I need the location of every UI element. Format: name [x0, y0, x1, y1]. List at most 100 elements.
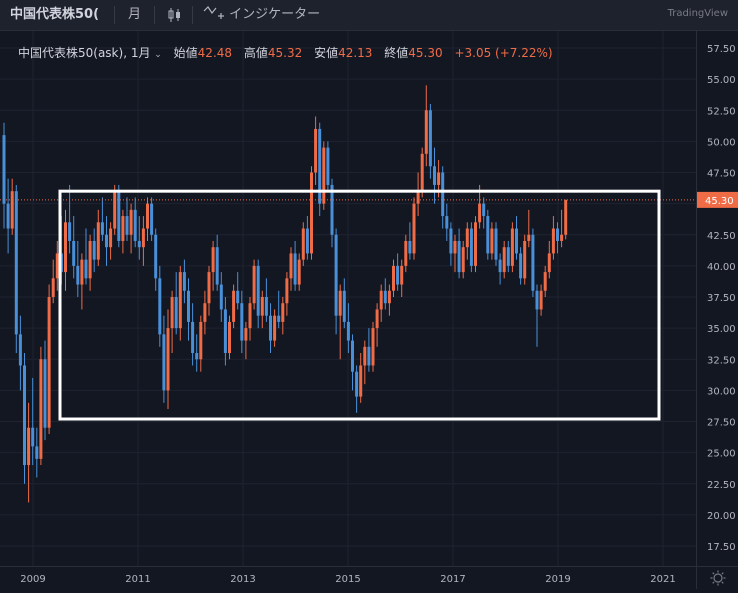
candle-body — [305, 228, 309, 254]
candle-body — [244, 328, 248, 341]
candle — [14, 184, 18, 354]
candle — [314, 116, 318, 185]
candle — [219, 272, 223, 322]
legend-close-value: 45.30 — [408, 46, 443, 60]
candle-body — [363, 346, 367, 366]
candle — [129, 203, 133, 254]
candle-body — [326, 147, 330, 185]
chart-settings-button[interactable] — [696, 566, 738, 589]
candle — [375, 303, 379, 347]
candle-body — [260, 297, 264, 316]
candle — [256, 259, 260, 329]
candle — [141, 216, 145, 266]
candle — [117, 184, 121, 248]
price-tick-label: 47.50 — [707, 169, 736, 180]
candle-body — [228, 321, 231, 354]
candle-body — [174, 297, 178, 329]
candle — [346, 303, 350, 354]
candle-body — [367, 346, 371, 366]
price-axis[interactable]: 57.5055.0052.5050.0047.5045.0042.5040.00… — [696, 31, 738, 566]
candle-body — [84, 259, 88, 279]
candle — [96, 209, 100, 266]
candle — [305, 216, 309, 260]
chart-style-button[interactable] — [166, 6, 184, 24]
candle — [445, 203, 449, 241]
candle-body — [351, 340, 354, 372]
candle-body — [383, 290, 387, 304]
chart-pane[interactable] — [0, 31, 696, 566]
candle-body — [121, 216, 125, 241]
candle — [408, 222, 412, 260]
candle-body — [375, 309, 379, 329]
candle-body — [486, 216, 490, 254]
candle-body — [158, 278, 162, 335]
candle — [228, 315, 231, 360]
candle — [428, 104, 432, 179]
candle — [273, 309, 277, 347]
candle — [486, 209, 490, 260]
candle-body — [543, 272, 547, 291]
candle-body — [441, 172, 445, 217]
candle — [355, 365, 359, 413]
candle-body — [141, 228, 145, 248]
time-axis[interactable]: 2009 2011 2013 2015 2017 2019 2021 — [0, 566, 696, 589]
candle-body — [178, 272, 182, 329]
candle — [551, 216, 555, 260]
candle — [137, 216, 141, 260]
candle — [556, 222, 559, 254]
candle-body — [556, 228, 559, 241]
candlestick-chart[interactable] — [0, 31, 696, 566]
candle — [150, 197, 154, 241]
candle — [170, 290, 174, 354]
candle-body — [105, 234, 108, 248]
candle-body — [519, 253, 523, 279]
candle — [281, 297, 285, 335]
candle — [289, 247, 293, 291]
time-tick-label: 2011 — [125, 574, 150, 585]
candle-body — [314, 128, 318, 173]
interval-button[interactable]: 月 — [128, 7, 142, 22]
candle — [269, 303, 272, 354]
candle-body — [301, 228, 305, 260]
candle — [498, 253, 502, 285]
candle-body — [404, 240, 408, 266]
candle — [482, 197, 486, 229]
candle — [215, 234, 219, 291]
legend-symbol[interactable]: 中国代表株50(ask), 1月 — [18, 46, 151, 60]
candle — [211, 240, 215, 291]
candle-body — [273, 315, 277, 341]
candle-body — [269, 315, 272, 341]
candle-body — [506, 247, 510, 266]
candle-body — [277, 315, 281, 322]
candle — [18, 315, 22, 391]
candle — [424, 85, 428, 167]
candle-body — [449, 228, 453, 254]
candle — [560, 209, 564, 248]
candle-body — [433, 166, 436, 185]
candle — [113, 184, 117, 235]
candle — [453, 234, 457, 273]
candle — [457, 228, 461, 279]
legend-open-label: 始値 — [173, 46, 198, 60]
candle — [39, 346, 43, 466]
price-tick-label: 37.50 — [707, 293, 736, 304]
time-tick-label: 2017 — [440, 574, 465, 585]
candle-body — [18, 334, 22, 366]
candle — [527, 209, 531, 248]
candle-body — [515, 228, 518, 254]
indicators-button[interactable]: インジケーター — [203, 5, 320, 25]
current-price-label: 45.30 — [705, 196, 734, 207]
candle — [166, 309, 170, 410]
candle — [199, 315, 203, 372]
symbol-search-button[interactable]: 中国代表株50( — [10, 7, 100, 22]
chevron-down-icon[interactable]: ⌄ — [154, 50, 162, 60]
candle-body — [424, 110, 428, 154]
candle — [191, 303, 195, 366]
legend-open-value: 42.48 — [197, 46, 233, 60]
candle-body — [551, 228, 555, 254]
candle-body — [252, 265, 256, 304]
candle — [100, 197, 104, 241]
candle-body — [146, 203, 149, 229]
time-tick-label: 2013 — [230, 574, 255, 585]
candle-body — [482, 203, 486, 217]
